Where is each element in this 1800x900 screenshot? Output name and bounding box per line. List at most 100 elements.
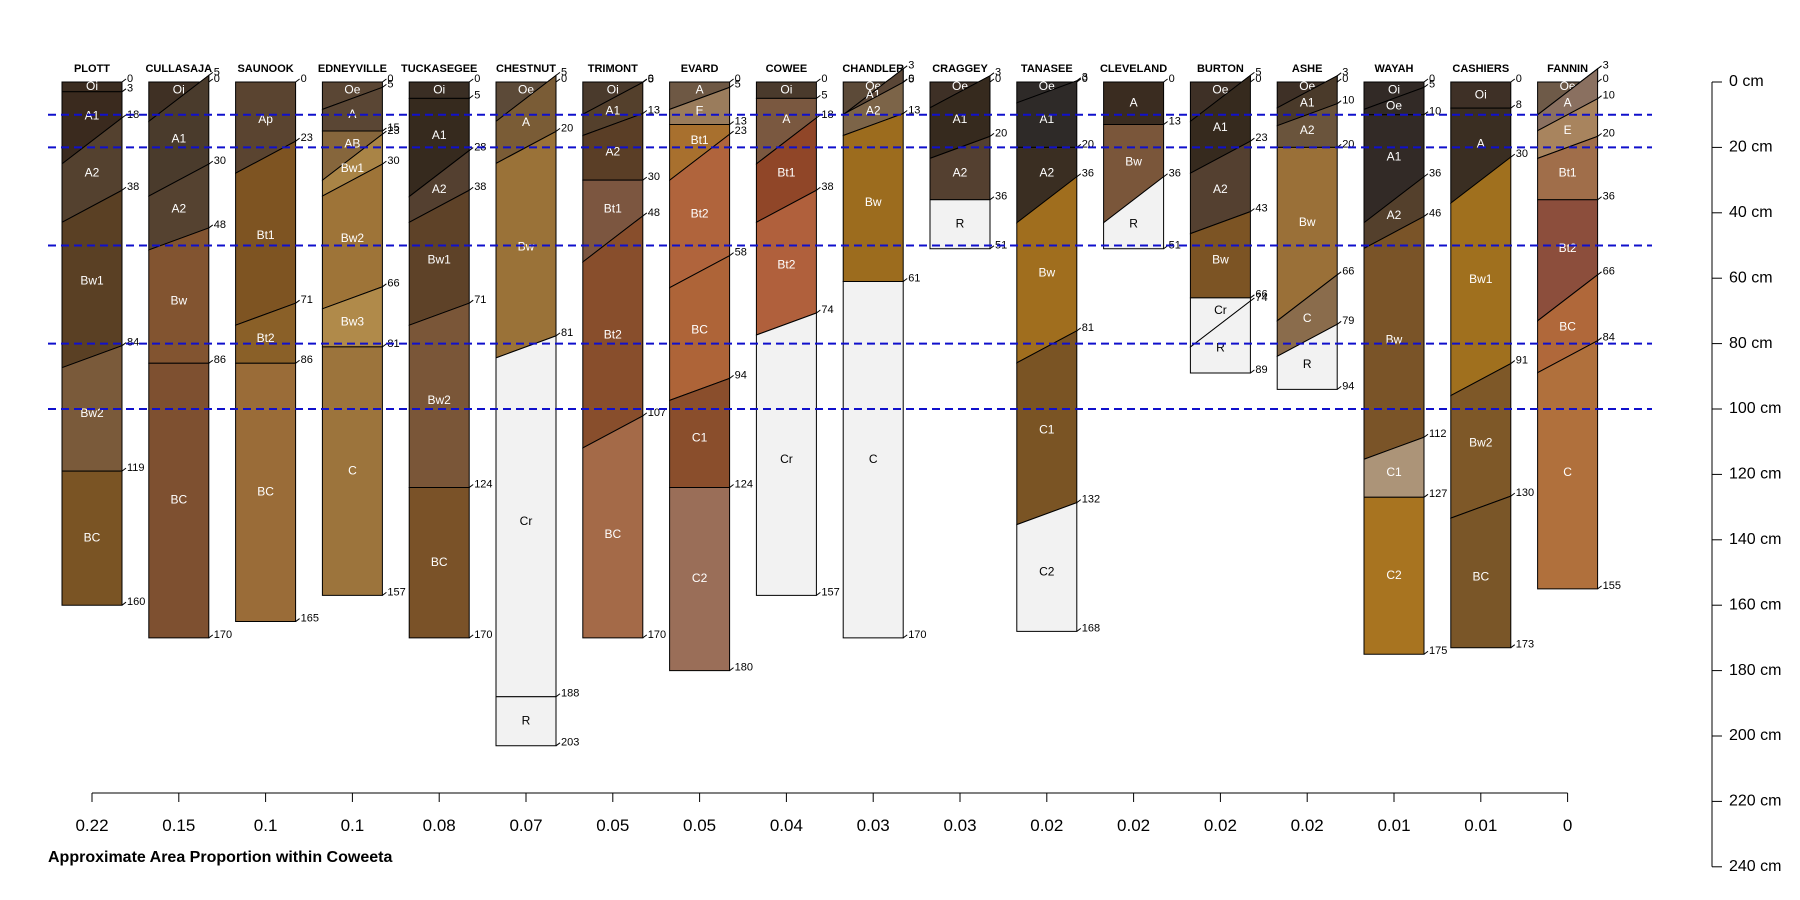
horizon-label: C1 (692, 431, 708, 445)
proportion-label: 0.05 (596, 816, 629, 835)
horizon-label: A2 (432, 182, 447, 196)
profile-name: EVARD (681, 63, 719, 75)
depth-label: 0 (214, 73, 220, 85)
proportion-label: 0.22 (75, 816, 108, 835)
depth-label: 13 (735, 115, 747, 127)
depth-tick (729, 667, 734, 671)
depth-tick (555, 693, 561, 698)
horizon-label: Oi (1475, 87, 1487, 101)
depth-tick (468, 147, 474, 151)
horizon-label: Bt2 (257, 331, 275, 345)
depth-tick (295, 137, 300, 142)
horizon-label: BC (431, 555, 448, 569)
depth-tick (555, 742, 561, 747)
horizon-label: C (1303, 311, 1312, 325)
depth-label: 124 (735, 478, 753, 490)
depth-label: 0 (995, 73, 1001, 85)
horizon-label: Bw3 (341, 315, 365, 329)
depth-label: 79 (1342, 315, 1354, 327)
profile-name: CLEVELAND (1100, 63, 1167, 75)
profile-name: PLOTT (74, 63, 110, 75)
depth-label: 155 (1603, 580, 1621, 592)
depth-tick (295, 78, 300, 83)
depth-tick (468, 299, 474, 304)
soil-profile: CHESTNUT Oe A Bw Cr R 05 20 81 188 203 (495, 63, 579, 749)
profile-name: ASHE (1292, 63, 1323, 75)
depth-tick (121, 114, 127, 119)
depth-tick (1510, 644, 1516, 649)
horizon-label: Bw2 (428, 393, 452, 407)
horizon-label: Bw (1299, 215, 1316, 229)
depth-tick (382, 343, 387, 348)
depth-tick (729, 121, 734, 125)
depth-tick (468, 78, 474, 83)
depth-label: 188 (561, 688, 579, 700)
depth-label: 170 (214, 629, 232, 641)
depth-label: 36 (1429, 168, 1441, 180)
depth-tick (121, 467, 127, 472)
horizon-label: Bw1 (428, 252, 452, 266)
depth-label: 5 (214, 66, 220, 78)
proportion-label: 0 (1563, 816, 1572, 835)
horizon-label: Bt2 (777, 257, 795, 271)
depth-tick (555, 78, 561, 83)
depth-label: 36 (1603, 191, 1615, 203)
depth-tick (642, 412, 648, 417)
profile-name: BURTON (1197, 63, 1244, 75)
depth-label: 74 (1255, 292, 1267, 304)
horizon-label: R (1303, 357, 1312, 371)
depth-tick (468, 94, 474, 99)
horizon-label: A (782, 112, 790, 126)
horizon-label: A (1477, 136, 1485, 150)
depth-axis-label: 60 cm (1729, 269, 1773, 286)
depth-tick (468, 186, 474, 191)
depth-tick (382, 83, 387, 88)
depth-tick (382, 127, 387, 132)
depth-label: 0 (1342, 73, 1348, 85)
depth-tick (555, 71, 561, 76)
horizon-label: A1 (171, 131, 186, 145)
depth-tick (1510, 78, 1516, 83)
depth-tick (1250, 78, 1255, 83)
depth-label: 13 (1169, 115, 1181, 127)
depth-tick (989, 72, 995, 77)
depth-tick (208, 160, 214, 165)
depth-label: 30 (387, 155, 399, 167)
depth-tick (382, 78, 387, 83)
depth-label: 18 (821, 109, 833, 121)
depth-label: 0 (908, 73, 914, 85)
depth-label: 36 (1169, 168, 1181, 180)
horizon-label: Bw (170, 293, 187, 307)
soil-profile: CASHIERS Oi A Bw1 Bw2 BC 0 8 30 91 130 173 (1450, 63, 1534, 651)
horizon-label: Oe (1039, 79, 1055, 93)
depth-tick (729, 78, 734, 83)
horizon-label: BC (170, 493, 187, 507)
horizon-label: E (1564, 123, 1572, 137)
horizon-label: A2 (1387, 208, 1402, 222)
proportion-label: 0.04 (770, 816, 803, 835)
depth-tick (989, 245, 995, 250)
depth-axis-label: 200 cm (1729, 727, 1781, 744)
proportion-label: 0.01 (1377, 816, 1410, 835)
depth-label: 74 (821, 304, 833, 316)
soil-profile: COWEE Oi A Bt1 Bt2 Cr 0 5 18 38 74 157 (755, 63, 840, 598)
horizon-label: A2 (85, 166, 100, 180)
horizon-label: Bw2 (1469, 436, 1493, 450)
depth-tick (208, 359, 214, 364)
depth-label: 38 (127, 181, 139, 193)
depth-label: 175 (1429, 645, 1447, 657)
profile-name: CHESTNUT (496, 63, 556, 75)
depth-tick (1250, 297, 1255, 302)
depth-label: 30 (648, 171, 660, 183)
depth-label: 10 (1342, 95, 1354, 107)
depth-tick (295, 618, 300, 622)
horizon-label: Cr (1214, 303, 1227, 317)
depth-tick (729, 484, 734, 488)
horizon-label: Oe (518, 82, 534, 96)
depth-tick (555, 332, 561, 337)
